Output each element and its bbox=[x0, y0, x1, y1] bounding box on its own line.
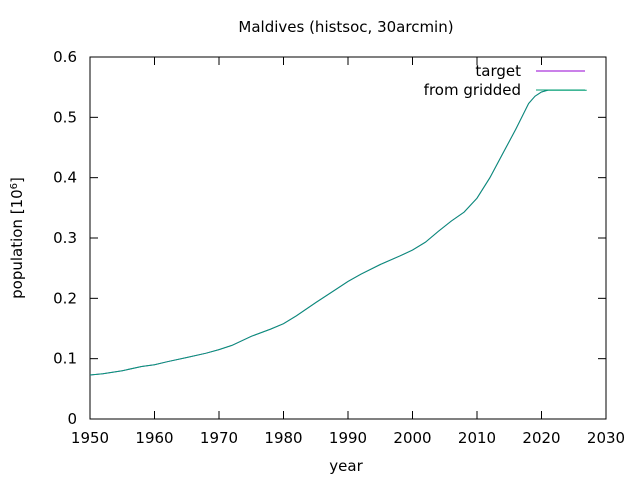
y-tick-label: 0.6 bbox=[53, 48, 77, 66]
y-axis-label-exponent: 6 bbox=[9, 183, 20, 189]
series-line-1 bbox=[89, 89, 587, 376]
x-tick-label: 1950 bbox=[71, 429, 109, 447]
y-tick-label: 0.2 bbox=[53, 289, 77, 307]
y-axis: 0 0.1 0.2 0.3 0.4 0.5 0.6 bbox=[53, 48, 606, 428]
x-tick-label: 2010 bbox=[458, 429, 496, 447]
y-axis-label: population [106] bbox=[8, 177, 26, 299]
x-tick-label: 1980 bbox=[264, 429, 302, 447]
y-tick-label: 0.5 bbox=[53, 108, 77, 126]
chart-title: Maldives (histsoc, 30arcmin) bbox=[238, 18, 453, 36]
x-axis-label: year bbox=[329, 457, 363, 475]
x-tick-label: 1990 bbox=[329, 429, 367, 447]
x-tick-label: 2000 bbox=[393, 429, 431, 447]
y-tick-label: 0 bbox=[67, 410, 77, 428]
series-line-0 bbox=[89, 89, 549, 376]
x-tick-label: 2020 bbox=[522, 429, 560, 447]
x-tick-label: 2030 bbox=[587, 429, 625, 447]
x-tick-label: 1960 bbox=[135, 429, 173, 447]
legend-label: target bbox=[475, 62, 521, 80]
y-axis-label-main: population [10 bbox=[8, 189, 26, 299]
x-tick-label: 1970 bbox=[200, 429, 238, 447]
series-lines bbox=[89, 89, 587, 376]
y-tick-label: 0.4 bbox=[53, 169, 77, 187]
y-tick-label: 0.1 bbox=[53, 350, 77, 368]
y-axis-label-close: ] bbox=[8, 177, 26, 183]
plot-area-border bbox=[89, 56, 607, 420]
x-axis: 1950 1960 1970 1980 1990 2000 2010 2020 2030 bbox=[71, 57, 625, 447]
legend-label: from gridded bbox=[424, 81, 521, 99]
y-tick-label: 0.3 bbox=[53, 229, 77, 247]
